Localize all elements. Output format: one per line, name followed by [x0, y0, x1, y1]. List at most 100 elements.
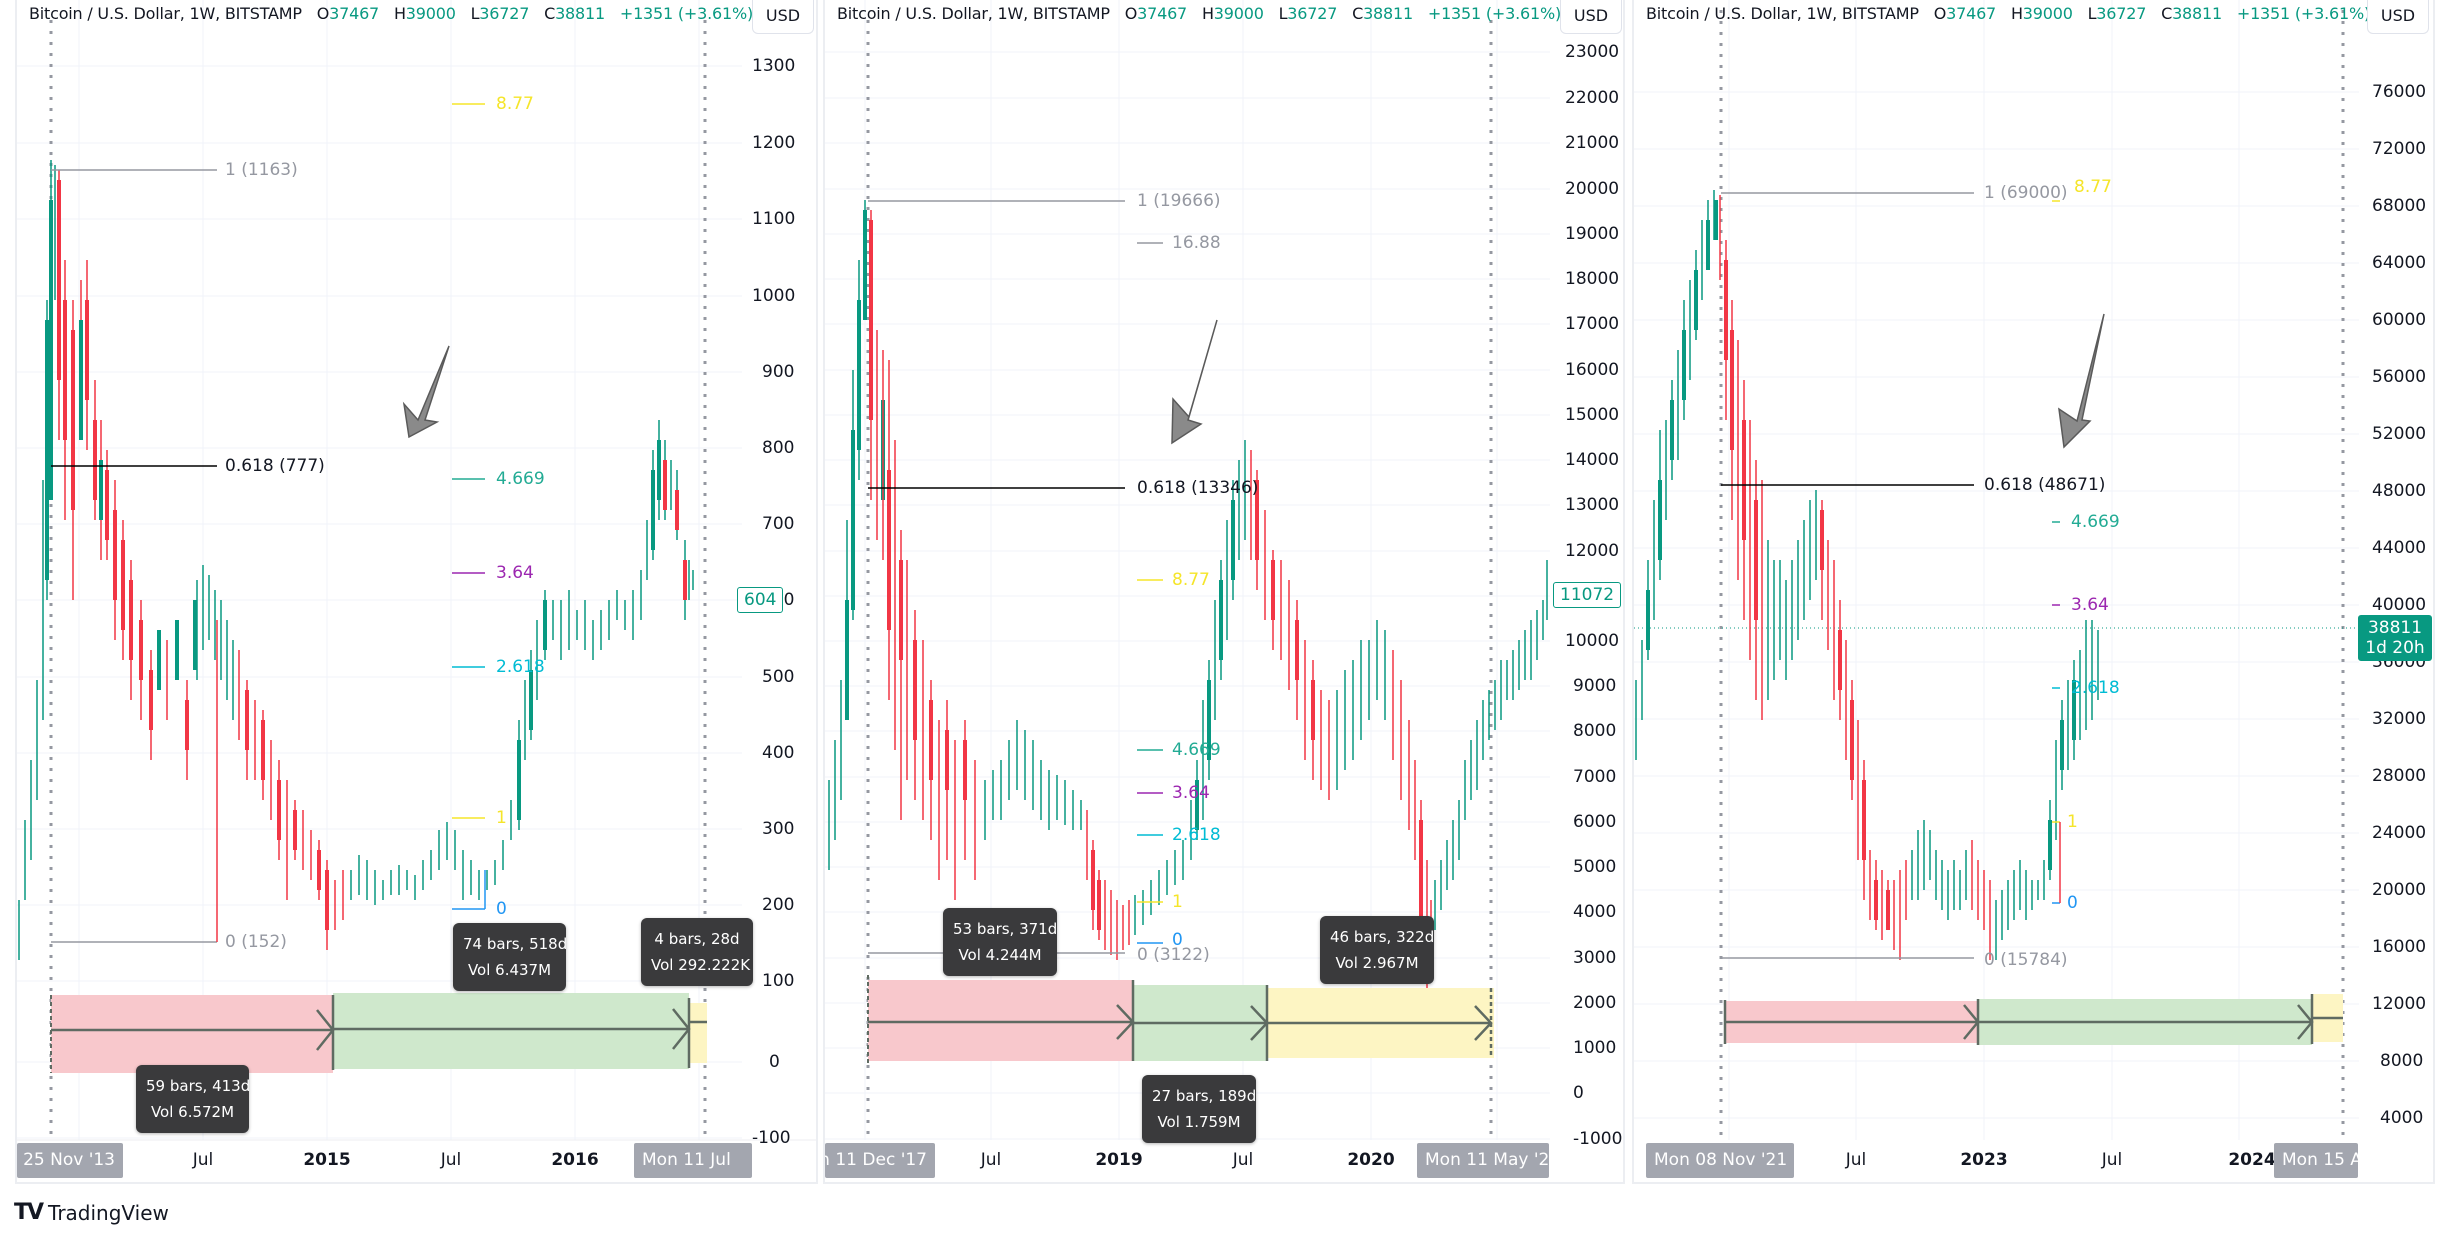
range-tooltip: 46 bars, 322d Vol 2.967M	[1320, 916, 1434, 984]
chart-panel-2021-2024[interactable]: Bitcoin / U.S. Dollar, 1W, BITSTAMP O374…	[1632, 0, 2435, 1184]
symbol-title: Bitcoin / U.S. Dollar, 1W, BITSTAMP	[837, 4, 1110, 23]
x-tick: 2019	[1095, 1150, 1143, 1170]
y-tick: 700	[762, 514, 795, 534]
chart-canvas[interactable]	[17, 0, 818, 1184]
x-tick: Jul	[192, 1150, 214, 1170]
y-tick: 0	[769, 1052, 780, 1072]
range-volume-text: Vol 6.572M	[150, 1103, 235, 1121]
fib-ext-364[interactable]: 3.64	[496, 563, 534, 583]
fib-level-0[interactable]: 0 (15784)	[1984, 950, 2068, 970]
fib-ext-877[interactable]: 8.77	[1172, 570, 1210, 590]
high-value: 39000	[1213, 4, 1264, 23]
fib-ext-2618[interactable]: 2.618	[496, 657, 545, 677]
fib-ext-877[interactable]: 8.77	[496, 94, 534, 114]
tradingview-logo[interactable]: TV TradingView	[14, 1200, 169, 1225]
open-key: O	[1124, 4, 1138, 23]
range-volume-text: Vol 2.967M	[1335, 954, 1419, 972]
range-volume-text: Vol 4.244M	[958, 946, 1042, 964]
chart-canvas[interactable]	[825, 0, 1625, 1184]
fib-level-0[interactable]: 0 (152)	[225, 932, 287, 952]
currency-button[interactable]: USD	[2367, 0, 2429, 34]
down-arrow-icon	[2058, 313, 2105, 449]
bar-countdown: 1d 20h	[2365, 638, 2425, 658]
y-tick: 200	[762, 895, 795, 915]
fib-ext-1688[interactable]: 16.88	[1172, 233, 1221, 253]
y-tick: 3000	[1573, 948, 1617, 968]
y-tick: -1000	[1573, 1129, 1623, 1149]
y-tick: 1300	[752, 56, 796, 76]
y-tick: 100	[762, 971, 795, 991]
currency-button[interactable]: USD	[1560, 0, 1622, 34]
close-value: 38811	[555, 4, 605, 23]
y-tick: 500	[762, 667, 795, 687]
fib-level-0618[interactable]: 0.618 (13346)	[1137, 478, 1259, 498]
symbol-legend[interactable]: Bitcoin / U.S. Dollar, 1W, BITSTAMP O374…	[1646, 4, 2370, 23]
fib-ext-4669[interactable]: 4.669	[2071, 512, 2120, 532]
y-tick: 1000	[1573, 1038, 1617, 1058]
range-volume-text: Vol 292.222K	[651, 956, 751, 974]
low-key: L	[1278, 4, 1288, 23]
fib-level-1[interactable]: 1 (19666)	[1137, 191, 1221, 211]
fib-ext-1[interactable]: 1	[2067, 812, 2078, 832]
y-tick: 8000	[1573, 721, 1617, 741]
y-tick: 24000	[2372, 823, 2427, 843]
low-value: 36727	[479, 4, 530, 23]
fib-ext-364[interactable]: 3.64	[1172, 783, 1210, 803]
fib-level-0618[interactable]: 0.618 (48671)	[1984, 475, 2106, 495]
range-volume-text: Vol 1.759M	[1157, 1113, 1241, 1131]
range-tooltip: 4 bars, 28d Vol 292.222K	[641, 918, 753, 986]
x-tick: 2024	[2228, 1150, 2276, 1170]
open-value: 37467	[1137, 4, 1188, 23]
fib-level-0618[interactable]: 0.618 (777)	[225, 456, 325, 476]
fib-ext-4669[interactable]: 4.669	[496, 469, 545, 489]
fib-level-0[interactable]: 0 (3122)	[1137, 945, 1210, 965]
y-tick: 28000	[2372, 766, 2427, 786]
close-value: 38811	[2172, 4, 2222, 23]
fib-ext-0[interactable]: 0	[496, 899, 507, 919]
range-volume-text: Vol 6.437M	[467, 961, 552, 979]
fib-ext-2618[interactable]: 2.618	[2071, 678, 2120, 698]
fib-ext-0[interactable]: 0	[2067, 893, 2078, 913]
y-tick: 76000	[2372, 82, 2427, 102]
close-key: C	[2161, 4, 2173, 23]
symbol-legend[interactable]: Bitcoin / U.S. Dollar, 1W, BITSTAMP O374…	[29, 4, 753, 23]
low-value: 36727	[1287, 4, 1338, 23]
fib-ext-1[interactable]: 1	[496, 808, 507, 828]
fib-ext-877[interactable]: 8.77	[2074, 177, 2112, 197]
y-tick: 12000	[2372, 994, 2427, 1014]
y-tick: 5000	[1573, 857, 1617, 877]
currency-button[interactable]: USD	[752, 0, 814, 34]
x-tick: Jul	[440, 1150, 462, 1170]
y-tick: 23000	[1565, 42, 1620, 62]
fib-ext-1[interactable]: 1	[1172, 892, 1183, 912]
chart-canvas[interactable]	[1634, 0, 2435, 1184]
fib-level-1[interactable]: 1 (1163)	[225, 160, 298, 180]
y-tick: 1200	[752, 133, 796, 153]
y-tick: 32000	[2372, 709, 2427, 729]
fib-ext-0[interactable]: 0	[1172, 930, 1183, 950]
fib-ext-364[interactable]: 3.64	[2071, 595, 2109, 615]
time-end-badge: Mon 11 May '20	[1417, 1143, 1549, 1178]
y-tick: 4000	[1573, 902, 1617, 922]
fib-level-1[interactable]: 1 (69000)	[1984, 183, 2068, 203]
fib-ext-4669[interactable]: 4.669	[1172, 740, 1221, 760]
fib-ext-2618[interactable]: 2.618	[1172, 825, 1221, 845]
symbol-legend[interactable]: Bitcoin / U.S. Dollar, 1W, BITSTAMP O374…	[837, 4, 1561, 23]
close-value: 38811	[1363, 4, 1413, 23]
y-tick: 2000	[1573, 993, 1617, 1013]
tradingview-wordmark: TradingView	[48, 1200, 169, 1225]
y-tick: 22000	[1565, 88, 1620, 108]
range-bars-text: 59 bars, 413d	[146, 1077, 251, 1095]
time-start-badge: Mon 08 Nov '21	[1646, 1143, 1794, 1178]
candles	[1635, 190, 2099, 960]
x-tick: 2020	[1347, 1150, 1395, 1170]
y-tick: 19000	[1565, 224, 1620, 244]
open-value: 37467	[1946, 4, 1997, 23]
chart-panel-2017-2020[interactable]: Bitcoin / U.S. Dollar, 1W, BITSTAMP O374…	[823, 0, 1625, 1184]
chart-panel-2013-2016[interactable]: Bitcoin / U.S. Dollar, 1W, BITSTAMP O374…	[15, 0, 818, 1184]
y-tick: 56000	[2372, 367, 2427, 387]
symbol-title: Bitcoin / U.S. Dollar, 1W, BITSTAMP	[1646, 4, 1919, 23]
y-tick: 9000	[1573, 676, 1617, 696]
y-tick: 52000	[2372, 424, 2427, 444]
symbol-title: Bitcoin / U.S. Dollar, 1W, BITSTAMP	[29, 4, 302, 23]
